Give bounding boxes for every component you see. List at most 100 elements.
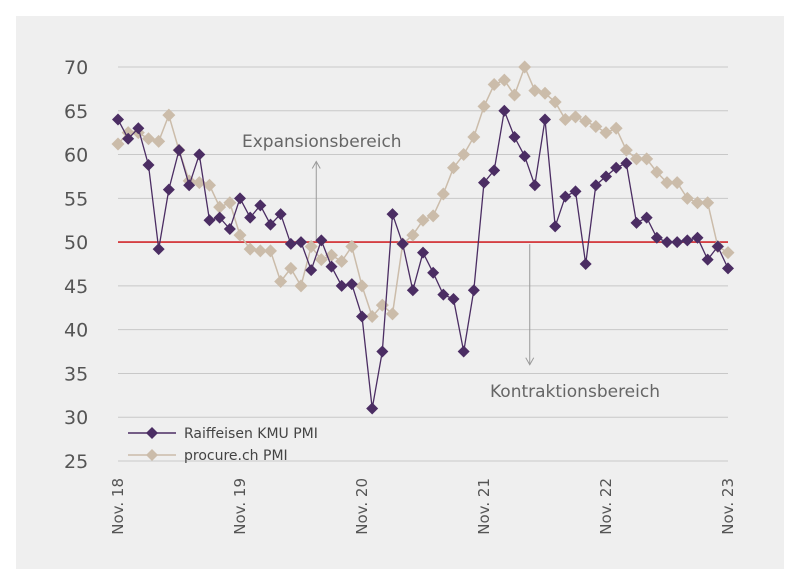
data-point bbox=[152, 134, 166, 148]
data-point bbox=[447, 161, 460, 175]
data-point bbox=[609, 121, 623, 135]
data-point bbox=[508, 88, 521, 102]
data-point bbox=[162, 108, 176, 122]
data-point bbox=[314, 253, 328, 267]
x-tick-label: Nov. 23 bbox=[719, 478, 737, 535]
data-point bbox=[304, 239, 318, 253]
data-point bbox=[508, 131, 521, 144]
data-point bbox=[274, 275, 288, 289]
x-axis-ticks: Nov. 18 Nov. 19 Nov. 20 Nov. 21 Nov. 22 Nov. … bbox=[109, 478, 737, 535]
data-point bbox=[600, 170, 612, 183]
y-axis-ticks: 25 30 35 40 45 50 55 60 65 70 bbox=[64, 57, 88, 473]
data-point bbox=[112, 113, 124, 126]
data-point bbox=[142, 159, 155, 172]
data-point bbox=[162, 183, 175, 196]
data-point bbox=[234, 192, 246, 205]
contraction-arrowhead bbox=[525, 357, 535, 366]
data-point bbox=[447, 293, 460, 306]
data-point bbox=[274, 208, 287, 221]
data-point bbox=[284, 261, 298, 275]
data-point bbox=[660, 176, 674, 190]
data-point bbox=[366, 402, 379, 415]
data-point bbox=[681, 234, 694, 247]
data-point bbox=[132, 122, 145, 135]
data-point bbox=[558, 113, 572, 127]
y-tick-label: 25 bbox=[64, 451, 88, 473]
data-point bbox=[335, 279, 348, 292]
data-point bbox=[355, 279, 369, 293]
data-point bbox=[244, 211, 257, 224]
y-tick-label: 40 bbox=[64, 320, 88, 342]
data-point bbox=[518, 60, 532, 74]
series-line bbox=[117, 64, 729, 318]
data-point bbox=[315, 234, 328, 247]
data-point bbox=[721, 246, 735, 260]
data-point bbox=[203, 178, 216, 192]
legend-marker bbox=[146, 449, 158, 461]
data-point bbox=[722, 262, 734, 275]
data-point bbox=[671, 236, 684, 249]
data-point bbox=[701, 196, 715, 210]
data-point bbox=[305, 264, 318, 277]
data-point bbox=[264, 218, 277, 231]
data-point bbox=[122, 132, 135, 145]
data-point bbox=[610, 161, 623, 174]
data-point bbox=[152, 243, 165, 256]
data-point bbox=[356, 310, 368, 323]
data-point bbox=[497, 73, 511, 87]
y-tick-label: 50 bbox=[64, 232, 88, 254]
y-tick-label: 60 bbox=[64, 145, 88, 167]
data-point bbox=[548, 95, 562, 109]
data-point bbox=[142, 132, 155, 146]
y-tick-label: 55 bbox=[64, 188, 88, 210]
chart-frame: 25 30 35 40 45 50 55 60 65 70 Nov. 18 Nov. 19 Nov. … bbox=[16, 16, 784, 569]
data-point bbox=[691, 231, 704, 244]
data-point bbox=[335, 254, 349, 268]
data-point bbox=[376, 345, 389, 358]
data-point bbox=[345, 239, 359, 253]
series-raiffeisen bbox=[112, 104, 734, 415]
data-point bbox=[589, 179, 602, 192]
data-point bbox=[650, 165, 664, 179]
annotation-contraction: Kontraktionsbereich bbox=[490, 382, 660, 402]
y-tick-label: 30 bbox=[64, 407, 88, 429]
data-point bbox=[630, 216, 643, 229]
legend-label: procure.ch PMI bbox=[184, 448, 288, 464]
legend-label: Raiffeisen KMU PMI bbox=[184, 426, 318, 442]
data-point bbox=[528, 179, 541, 192]
data-point bbox=[406, 284, 419, 297]
data-point bbox=[619, 143, 633, 157]
data-point bbox=[417, 246, 429, 259]
data-point bbox=[640, 211, 653, 224]
data-point bbox=[538, 86, 552, 100]
x-tick-label: Nov. 18 bbox=[109, 478, 127, 535]
data-point bbox=[661, 236, 673, 249]
data-point bbox=[386, 208, 399, 221]
data-point bbox=[223, 196, 237, 210]
data-point bbox=[427, 266, 440, 279]
x-tick-label: Nov. 20 bbox=[353, 478, 371, 535]
data-point bbox=[386, 307, 399, 321]
data-point bbox=[701, 253, 714, 266]
data-point bbox=[426, 209, 440, 223]
data-point bbox=[193, 148, 206, 161]
data-point bbox=[396, 237, 409, 250]
y-tick-label: 65 bbox=[64, 101, 88, 123]
expansion-arrowhead bbox=[311, 160, 321, 169]
data-series bbox=[111, 60, 735, 415]
data-point bbox=[213, 211, 226, 224]
data-point bbox=[559, 190, 572, 203]
data-point bbox=[416, 213, 430, 227]
data-point bbox=[223, 222, 236, 235]
data-point bbox=[549, 220, 562, 233]
data-point bbox=[295, 236, 307, 249]
data-point bbox=[284, 237, 297, 250]
data-point bbox=[457, 148, 471, 162]
data-point bbox=[437, 288, 450, 301]
data-point bbox=[243, 242, 257, 256]
x-tick-label: Nov. 22 bbox=[597, 478, 615, 535]
data-point bbox=[264, 244, 277, 258]
data-point bbox=[365, 310, 379, 324]
x-tick-label: Nov. 19 bbox=[231, 478, 249, 535]
